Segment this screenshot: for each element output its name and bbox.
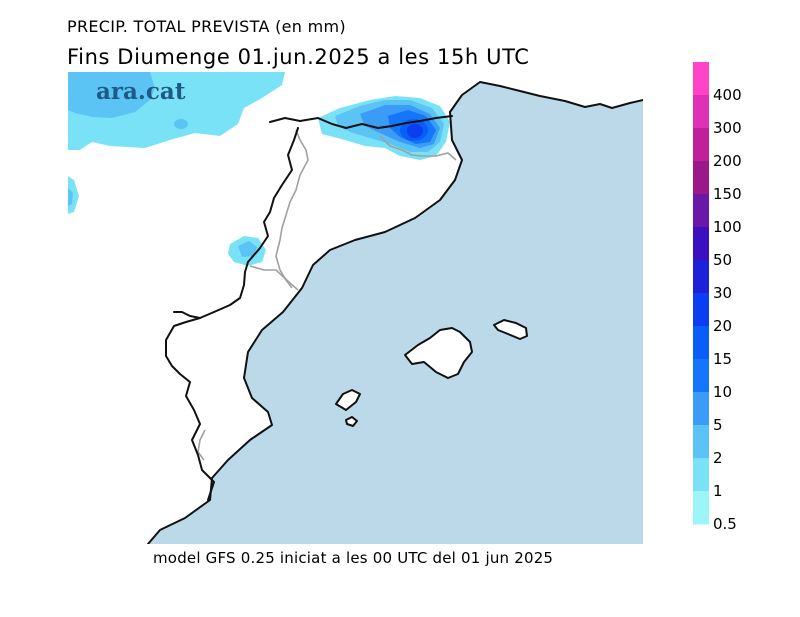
legend-label: 10 xyxy=(713,383,732,401)
legend-label: 2 xyxy=(713,449,723,467)
coastline-mainland xyxy=(147,81,643,544)
legend-swatch xyxy=(693,458,709,492)
legend-swatch xyxy=(693,161,709,195)
legend-label: 150 xyxy=(713,185,742,203)
legend-swatch xyxy=(693,128,709,162)
islands xyxy=(335,319,528,427)
legend: 400 300 200 150 100 50 30 20 15 10 5 2 1 0.5 xyxy=(693,62,742,533)
legend-label: 0.5 xyxy=(713,515,737,533)
precip-area-interior-core xyxy=(238,241,257,257)
precip-area-northwest-core xyxy=(68,72,155,118)
legend-label: 30 xyxy=(713,284,732,302)
legend-swatch xyxy=(693,425,709,459)
legend-label: 1 xyxy=(713,482,723,500)
border-spain-west xyxy=(165,127,299,501)
legend-swatch xyxy=(693,62,709,96)
map-title: PRECIP. TOTAL PREVISTA (en mm) xyxy=(67,17,346,36)
border-france-spain xyxy=(269,115,453,129)
island-menorca xyxy=(493,319,528,340)
border-valencia-west xyxy=(197,429,206,461)
legend-label: 400 xyxy=(713,86,742,104)
island-formentera xyxy=(345,416,358,427)
map-area: ara.cat xyxy=(68,72,643,544)
legend-swatch xyxy=(693,293,709,327)
legend-label: 5 xyxy=(713,416,723,434)
legend-swatch xyxy=(693,95,709,129)
precip-cell-small xyxy=(174,119,188,129)
legend-label: 200 xyxy=(713,152,742,170)
admin-borders xyxy=(197,129,457,461)
border-west-loop xyxy=(173,311,201,319)
legend-swatch xyxy=(693,227,709,261)
model-caption: model GFS 0.25 iniciat a les 00 UTC del … xyxy=(153,549,554,567)
legend-swatch xyxy=(693,194,709,228)
legend-label: 15 xyxy=(713,350,732,368)
legend-swatch xyxy=(693,392,709,426)
land-area xyxy=(68,72,643,544)
island-ibiza xyxy=(335,389,361,411)
border-aragon-catalonia xyxy=(275,129,309,289)
legend-swatch xyxy=(693,359,709,393)
legend-swatch xyxy=(693,491,709,525)
island-mallorca xyxy=(404,327,473,379)
precip-core-20mm xyxy=(407,124,423,138)
border-valencia-aragon xyxy=(249,265,299,291)
map-valid-time: Fins Diumenge 01.jun.2025 a les 15h UTC xyxy=(67,45,530,69)
logo-text: ara.cat xyxy=(96,78,186,105)
legend-label: 300 xyxy=(713,119,742,137)
coastline xyxy=(147,81,643,544)
legend-label: 50 xyxy=(713,251,732,269)
precip-field xyxy=(68,72,450,266)
border-andorra-spain-france xyxy=(379,135,457,161)
legend-swatch xyxy=(693,326,709,360)
precip-area-west-core xyxy=(68,188,73,206)
legend-label: 20 xyxy=(713,317,732,335)
legend-label: 100 xyxy=(713,218,742,236)
legend-swatch xyxy=(693,260,709,294)
